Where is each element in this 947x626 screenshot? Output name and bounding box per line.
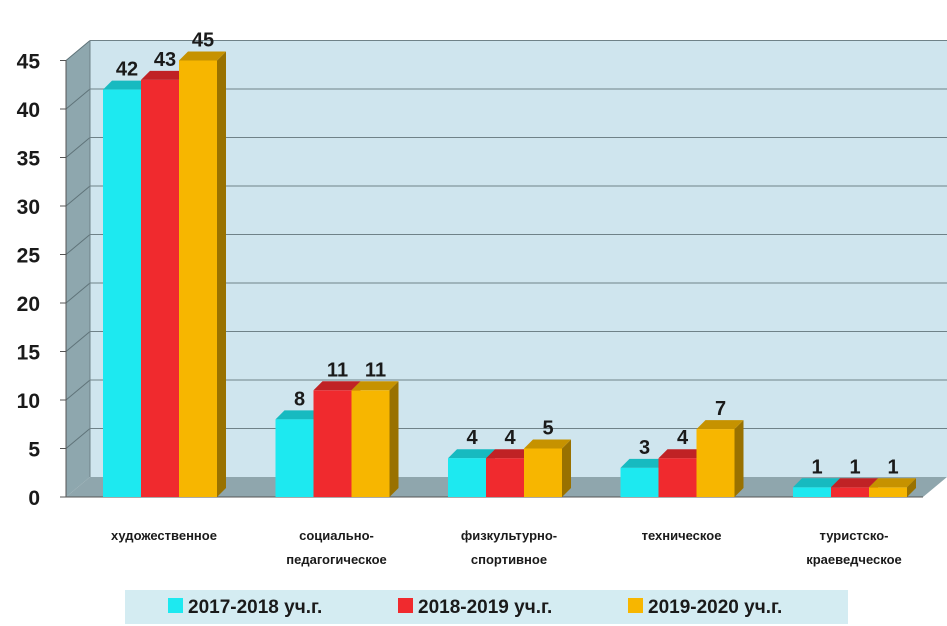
bar [658,458,697,497]
y-tick-label: 35 [17,148,41,171]
legend-label: 2018-2019 уч.г. [418,597,552,618]
category-label: краеведческое [806,552,902,567]
category-label: техническое [642,528,722,543]
data-label: 11 [365,359,386,381]
bar [275,419,314,497]
bar-side [217,51,226,497]
bar-top [313,381,361,391]
data-label: 11 [327,359,348,381]
side-wall [66,40,90,497]
bar-top [658,449,706,459]
bar-top [696,420,744,430]
bar [620,467,659,497]
legend-box [125,590,848,624]
y-tick-label: 20 [17,293,40,316]
y-tick-label: 40 [17,99,40,122]
legend-swatch [628,598,643,613]
y-tick-label: 15 [17,342,41,365]
y-tick-label: 0 [28,487,40,510]
category-label: художественное [111,528,217,543]
bar-top [179,51,226,61]
category-label: туристско- [820,528,889,543]
gridline-side [65,379,91,401]
bar [869,487,907,497]
legend-label: 2017-2018 уч.г. [188,597,322,618]
bar-top [103,80,150,90]
gridline-side [65,282,91,304]
gridline-side [65,234,91,255]
data-label: 7 [715,398,726,420]
bar-side [907,478,916,497]
gridline-side [65,428,91,449]
bar [486,458,524,497]
bar-top [524,439,571,449]
y-tick-label: 25 [17,245,41,268]
bar [793,487,831,497]
bar-top [448,449,495,459]
legend-swatch [398,598,413,613]
bar-top [869,478,916,488]
data-label: 3 [639,437,650,459]
bar [524,448,562,497]
plot-walls [66,40,947,497]
data-label: 43 [154,49,176,71]
data-label: 1 [887,456,898,478]
bars [103,51,916,498]
bar-top [275,410,323,420]
bar-top [793,478,840,488]
category-label: педагогическое [286,552,387,567]
data-label: 42 [116,59,138,81]
bar-top [351,381,399,391]
category-label: спортивное [471,552,547,567]
bar-side [562,439,571,497]
gridline-side [65,88,91,110]
bar [179,60,217,497]
legend-swatch [168,598,183,613]
data-label: 1 [849,456,860,478]
bar-side [389,381,399,497]
bar [141,79,179,498]
legend: 2017-2018 уч.г. 2018-2019 уч.г. 2019-2020 … [125,590,848,624]
bar [351,390,390,497]
category-label: социально- [299,528,374,543]
bar [103,89,141,497]
legend-label: 2019-2020 уч.г. [648,597,782,618]
bar-top [141,70,188,80]
data-label: 4 [504,427,516,449]
category-label: физкультурно- [461,528,557,543]
back-wall [90,40,947,477]
y-tick-label: 30 [17,196,40,219]
data-label: 4 [466,427,478,449]
data-label: 45 [192,30,214,52]
bar-top [831,478,878,488]
gridline-side [65,40,91,61]
gridline-side [65,137,91,158]
bar [448,458,486,497]
y-axis-ticks: 0 5 10 15 20 25 30 35 40 45 [17,51,66,510]
bar-top [620,458,668,468]
y-tick-label: 10 [17,390,40,413]
gridline-side [65,331,91,352]
data-label: 8 [294,388,305,410]
bar [313,390,352,497]
gridline-side [65,185,91,207]
bar [696,429,735,497]
y-tick-label: 5 [28,439,40,462]
y-tick-label: 45 [17,51,41,74]
data-label: 1 [811,456,822,478]
bar-side [734,420,744,497]
data-label: 5 [542,418,553,440]
data-label: 4 [677,427,689,449]
gridlines [65,40,947,477]
bar [831,487,869,497]
x-axis-categories: художественное социально-педагогическое фи… [111,528,902,567]
bar-top [486,449,533,459]
